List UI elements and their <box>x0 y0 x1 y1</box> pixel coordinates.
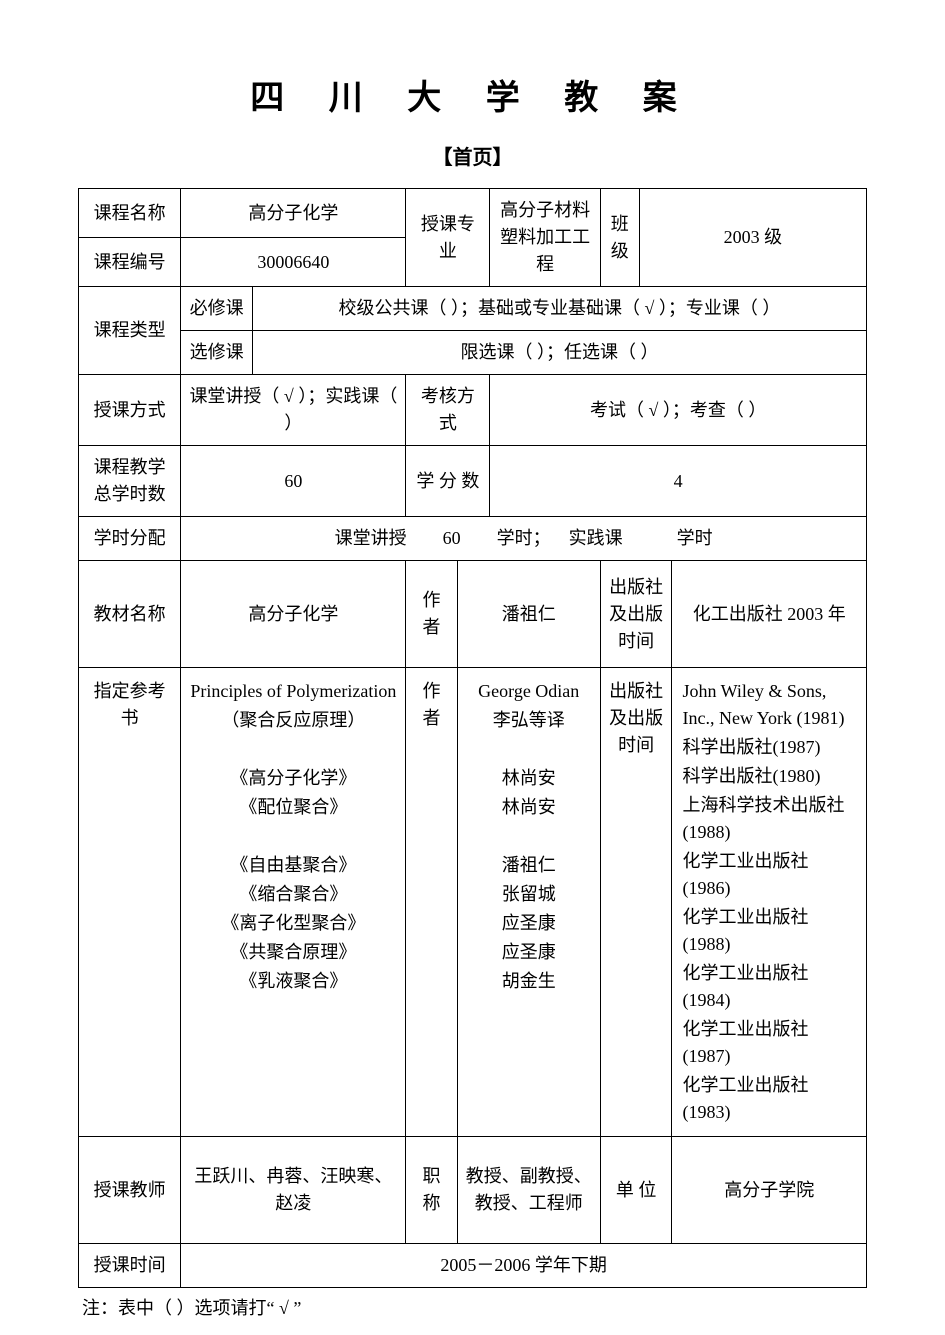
page: 四 川 大 学 教 案 【首页】 课程名称 高分子化学 授课专业 高分子材料塑料… <box>0 0 945 1335</box>
label-title-rank: 职 称 <box>406 1137 457 1244</box>
value-textbook-author: 潘祖仁 <box>457 561 600 668</box>
value-textbook: 高分子化学 <box>181 561 406 668</box>
ref-books-col: Principles of Polymerization（聚合反应原理） 《高分… <box>181 668 406 1137</box>
label-class: 班级 <box>600 189 639 287</box>
value-major: 高分子材料塑料加工工程 <box>490 189 601 287</box>
label-ref-books: 指定参考书 <box>79 668 181 1137</box>
ref-line <box>187 736 399 763</box>
label-credits: 学 分 数 <box>406 446 490 517</box>
ref-line: 上海科学技术出版社(1988) <box>682 792 860 846</box>
ref-line: 张留城 <box>464 881 594 908</box>
ref-line: 《缩合聚合》 <box>187 881 399 908</box>
label-textbook: 教材名称 <box>79 561 181 668</box>
ref-line: 化学工业出版社 (1988) <box>682 904 860 958</box>
label-course-name: 课程名称 <box>79 189 181 238</box>
label-teach-time: 授课时间 <box>79 1244 181 1288</box>
ref-line: 《共聚合原理》 <box>187 939 399 966</box>
ref-line <box>187 823 399 850</box>
label-teach-method: 授课方式 <box>79 375 181 446</box>
value-total-hours: 60 <box>181 446 406 517</box>
ref-line: 《高分子化学》 <box>187 765 399 792</box>
label-teacher: 授课教师 <box>79 1137 181 1244</box>
ref-line <box>464 736 594 763</box>
value-elective-opts: 限选课（ ）；任选课（ ） <box>252 331 866 375</box>
value-class: 2003 级 <box>639 189 866 287</box>
label-elective: 选修课 <box>181 331 253 375</box>
ref-line: 化学工业出版社 (1987) <box>682 1016 860 1070</box>
ref-line: 《乳液聚合》 <box>187 968 399 995</box>
ref-line: 科学出版社(1980) <box>682 763 860 790</box>
ref-line: 化学工业出版社 (1983) <box>682 1072 860 1126</box>
ref-line: 《离子化型聚合》 <box>187 910 399 937</box>
value-teacher: 王跃川、冉蓉、汪映寒、赵凌 <box>181 1137 406 1244</box>
doc-title: 四 川 大 学 教 案 <box>78 70 867 119</box>
label-major: 授课专业 <box>406 189 490 287</box>
value-teach-time: 2005－2006 学年下期 <box>181 1244 867 1288</box>
ref-line: George Odian <box>464 678 594 705</box>
ref-line: 《自由基聚合》 <box>187 852 399 879</box>
ref-authors-col: George Odian李弘等译 林尚安林尚安 潘祖仁张留城应圣康应圣康胡金生 <box>457 668 600 1137</box>
ref-line: 林尚安 <box>464 765 594 792</box>
value-course-code: 30006640 <box>181 238 406 287</box>
label-publisher: 出版社及出版时间 <box>600 561 672 668</box>
ref-line: 《配位聚合》 <box>187 794 399 821</box>
ref-line: 林尚安 <box>464 794 594 821</box>
main-table: 课程名称 高分子化学 授课专业 高分子材料塑料加工工程 班级 2003 级 课程… <box>78 188 867 1288</box>
value-exam-method: 考试（ √ ）；考查（ ） <box>490 375 867 446</box>
footnote: 注：表中（ ）选项请打“ √ ” <box>78 1294 867 1320</box>
ref-line: Principles of Polymerization <box>187 678 399 705</box>
ref-line: 化学工业出版社 (1986) <box>682 848 860 902</box>
ref-line: 应圣康 <box>464 939 594 966</box>
value-credits: 4 <box>490 446 867 517</box>
ref-line: 科学出版社(1987) <box>682 734 860 761</box>
label-publisher2: 出版社及出版时间 <box>600 668 672 1137</box>
value-teach-method: 课堂讲授（ √ ）；实践课（ ） <box>181 375 406 446</box>
value-textbook-pub: 化工出版社 2003 年 <box>672 561 867 668</box>
label-author: 作 者 <box>406 561 457 668</box>
value-course-name: 高分子化学 <box>181 189 406 238</box>
ref-line: 化学工业出版社 (1984) <box>682 960 860 1014</box>
ref-line: （聚合反应原理） <box>187 707 399 734</box>
label-unit: 单 位 <box>600 1137 672 1244</box>
value-hours-dist: 课堂讲授 60 学时； 实践课 学时 <box>181 517 867 561</box>
ref-line: 潘祖仁 <box>464 852 594 879</box>
label-author2: 作 者 <box>406 668 457 1137</box>
value-required-opts: 校级公共课（ ）；基础或专业基础课（ √ ）；专业课（ ） <box>252 287 866 331</box>
ref-line: 李弘等译 <box>464 707 594 734</box>
ref-line <box>464 823 594 850</box>
value-unit: 高分子学院 <box>672 1137 867 1244</box>
label-total-hours: 课程教学总学时数 <box>79 446 181 517</box>
label-course-code: 课程编号 <box>79 238 181 287</box>
label-required: 必修课 <box>181 287 253 331</box>
ref-line: John Wiley & Sons, Inc., New York (1981) <box>682 678 860 732</box>
ref-line: 胡金生 <box>464 968 594 995</box>
ref-line: 应圣康 <box>464 910 594 937</box>
label-course-type: 课程类型 <box>79 287 181 375</box>
ref-pubs-col: John Wiley & Sons, Inc., New York (1981)… <box>672 668 867 1137</box>
label-hours-dist: 学时分配 <box>79 517 181 561</box>
value-title-rank: 教授、副教授、教授、工程师 <box>457 1137 600 1244</box>
label-exam-method: 考核方式 <box>406 375 490 446</box>
doc-subtitle: 【首页】 <box>78 141 867 170</box>
